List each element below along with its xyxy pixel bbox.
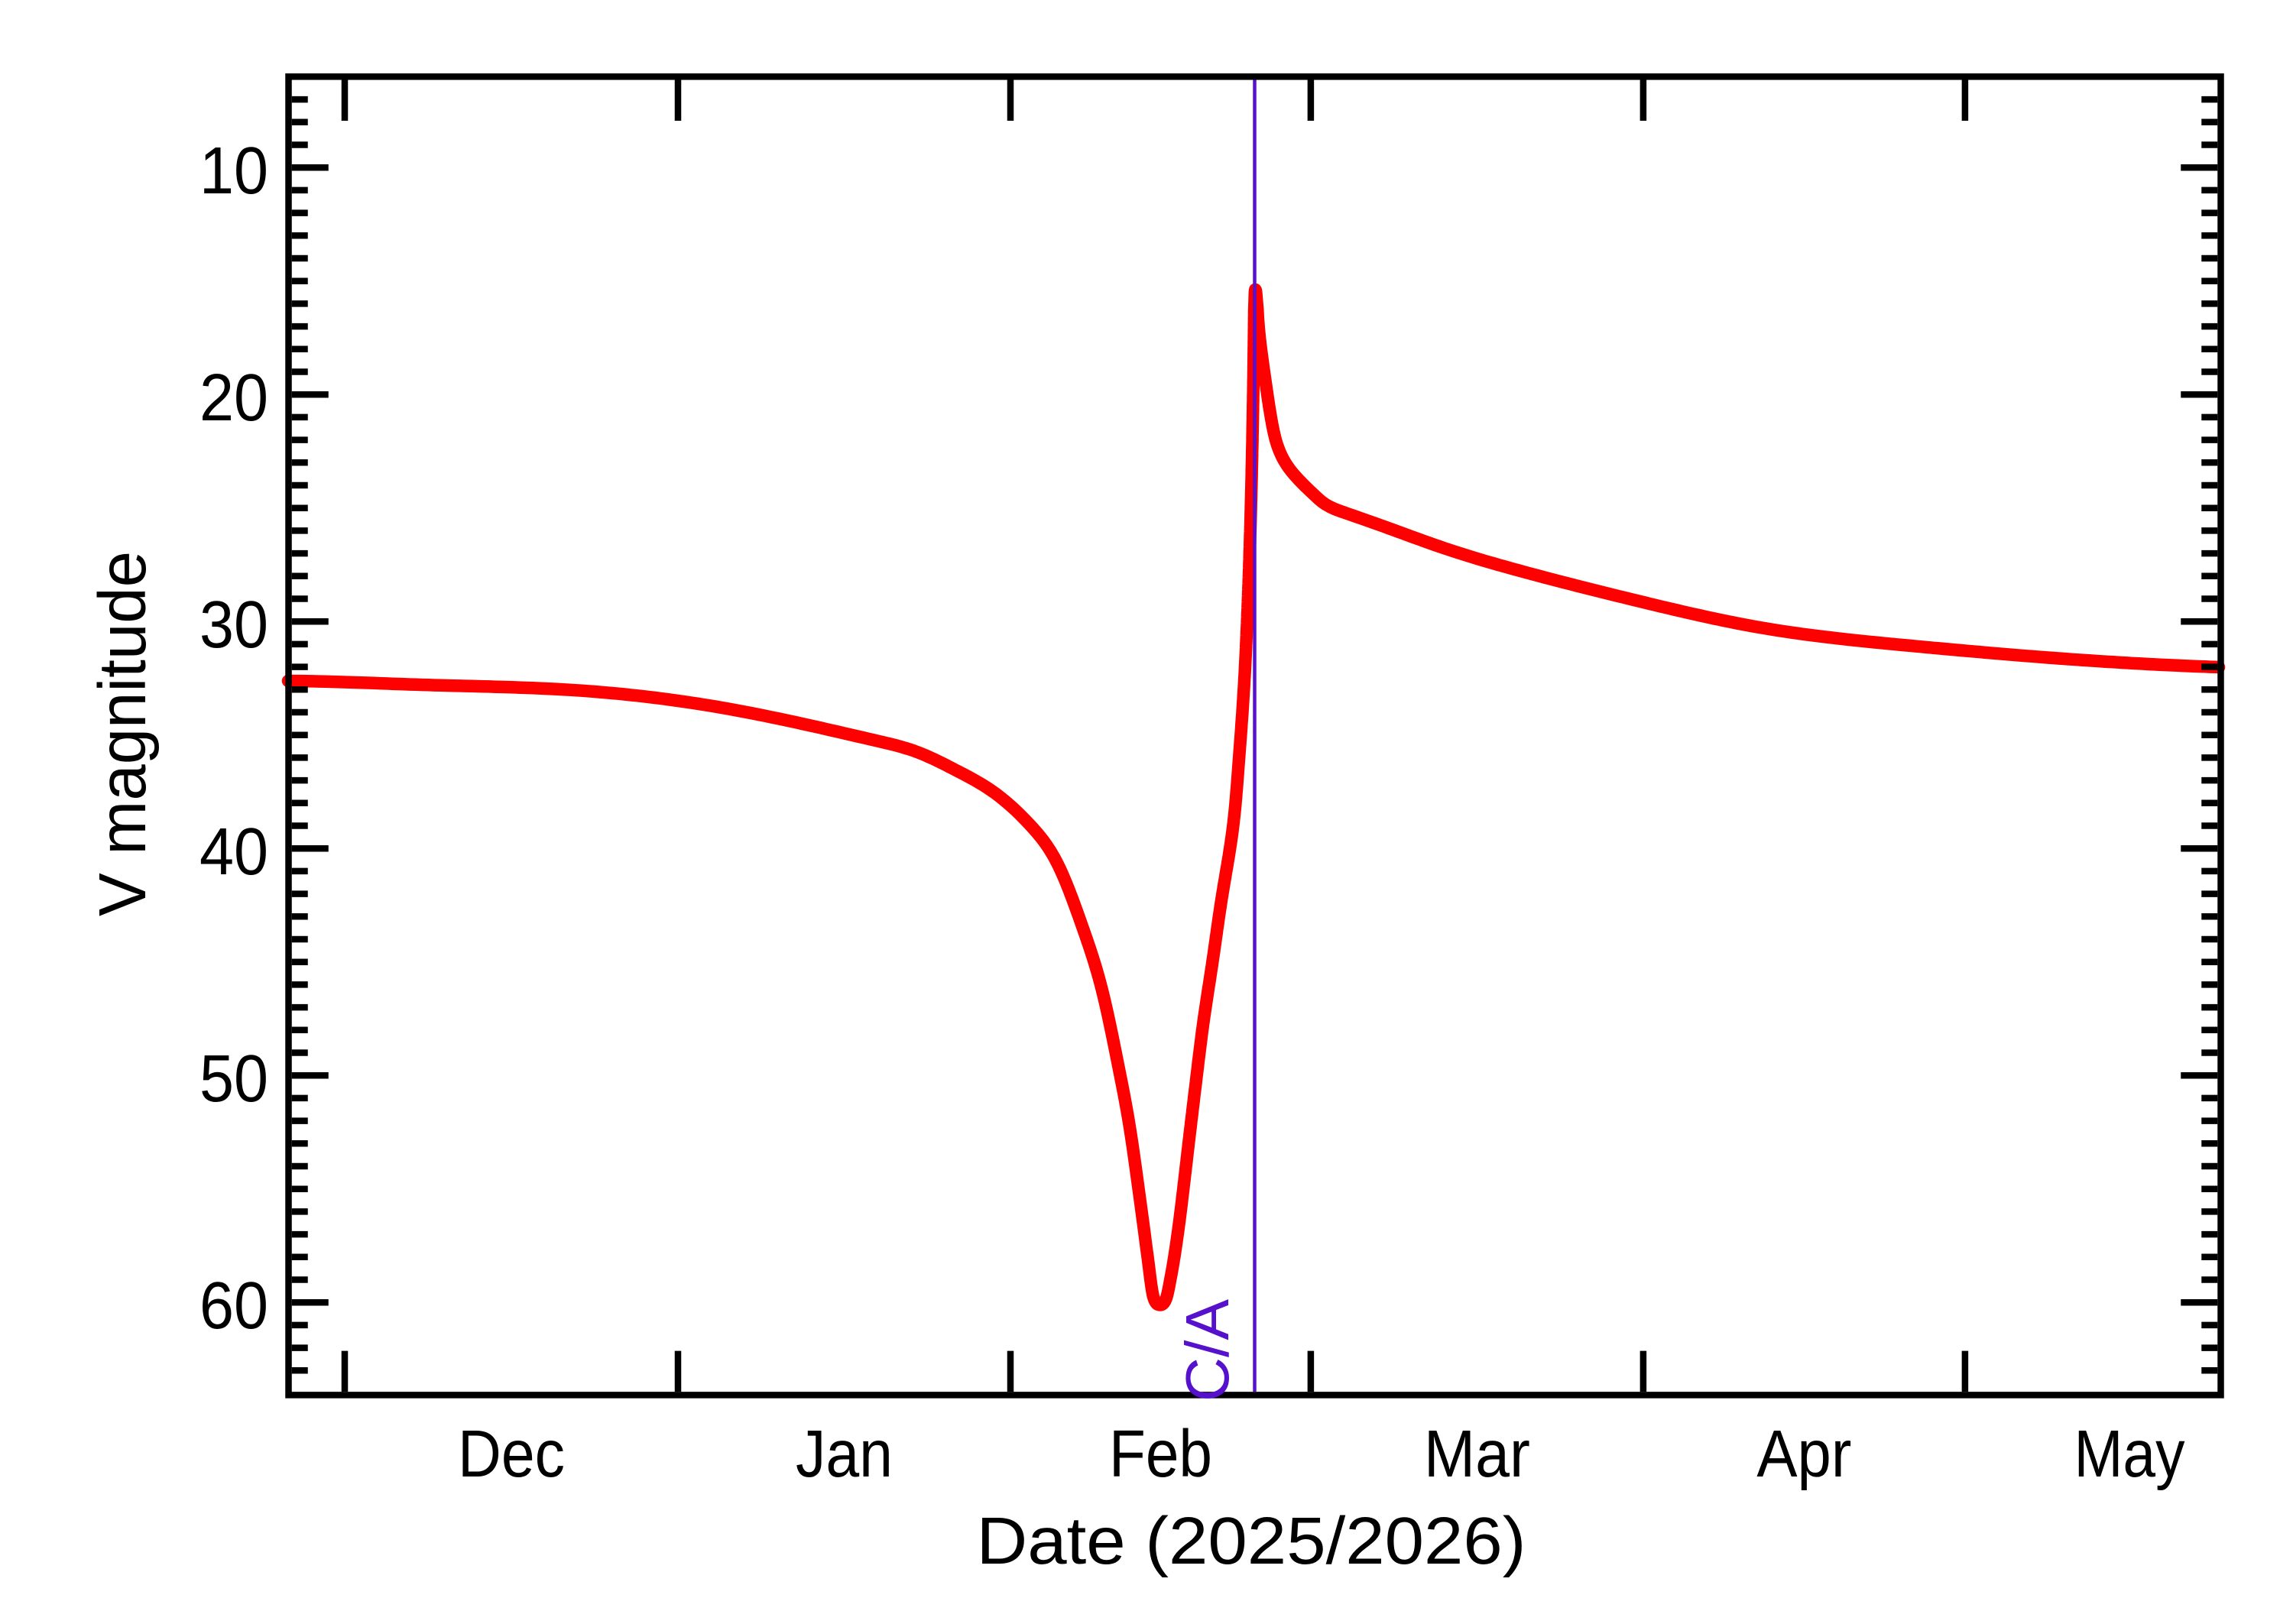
svg-text:V magnitude: V magnitude bbox=[86, 551, 160, 916]
svg-text:30: 30 bbox=[199, 588, 268, 662]
svg-text:Feb: Feb bbox=[1109, 1417, 1212, 1491]
svg-text:Mar: Mar bbox=[1424, 1417, 1530, 1491]
svg-text:40: 40 bbox=[199, 815, 268, 889]
svg-text:20: 20 bbox=[199, 361, 268, 435]
svg-text:May: May bbox=[2074, 1417, 2185, 1491]
svg-text:Jan: Jan bbox=[796, 1417, 893, 1491]
svg-text:Date (2025/2026): Date (2025/2026) bbox=[977, 1504, 1526, 1578]
svg-text:C/A: C/A bbox=[1173, 1298, 1241, 1402]
svg-text:60: 60 bbox=[199, 1269, 268, 1343]
svg-text:50: 50 bbox=[199, 1042, 268, 1116]
svg-text:Dec: Dec bbox=[458, 1417, 565, 1491]
svg-text:Apr: Apr bbox=[1756, 1417, 1851, 1491]
svg-text:10: 10 bbox=[199, 134, 268, 208]
